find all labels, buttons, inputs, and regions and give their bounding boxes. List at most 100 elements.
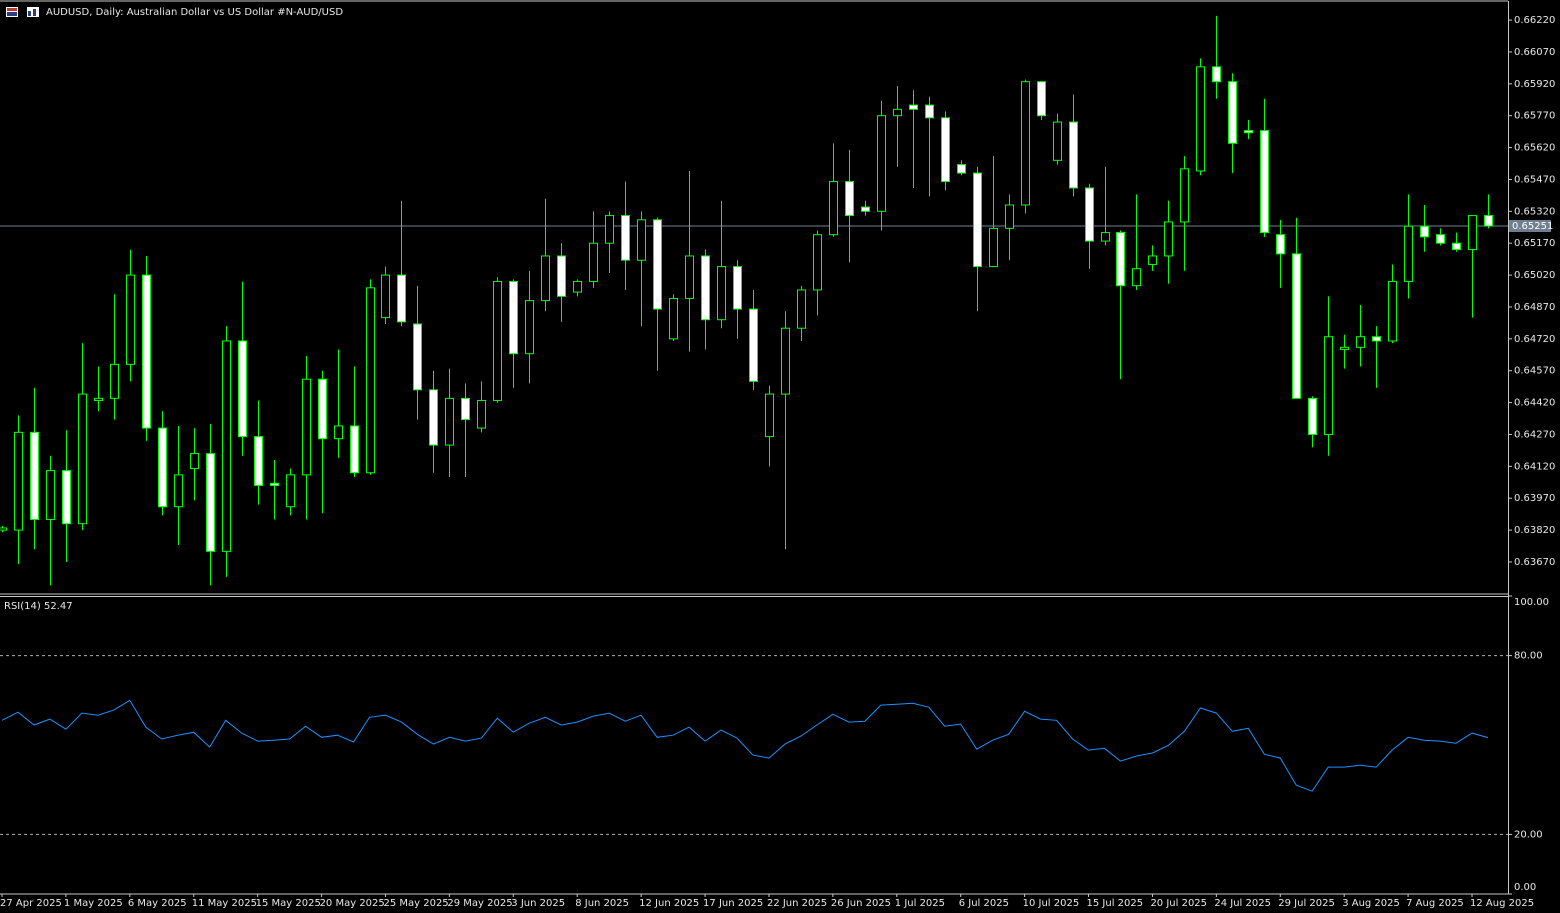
candle-body [1468,215,1477,251]
candle-body [366,287,375,474]
x-tick-label: 20 Jul 2025 [1150,898,1207,909]
frame [0,0,1509,895]
candle-body [1260,130,1269,234]
candle-body [413,323,422,391]
x-tick-label: 1 Jul 2025 [895,898,945,909]
x-tick-label: 12 Aug 2025 [1470,898,1534,909]
candle-body [1005,204,1014,229]
y-tick-label: 100.00 [1514,597,1549,608]
icon [28,11,31,16]
candle-body [1180,168,1189,223]
candle-body [781,327,790,395]
candle-body [829,181,838,236]
candle-body [1340,346,1349,350]
candle-body [142,274,151,429]
candle-body [0,527,7,531]
y-tick-label: 0.66220 [1514,15,1555,26]
candle-body [1116,232,1125,287]
x-tick-label: 8 Jun 2025 [575,898,629,909]
candle-body [509,280,518,355]
candle-body [653,219,662,310]
candle-body [1212,66,1221,83]
y-tick-label: 0.65620 [1514,143,1555,154]
candle-body [1356,336,1365,348]
candle-body [557,255,566,297]
candle-body [845,181,854,217]
candle-body [717,266,726,321]
candle-body [1069,121,1078,189]
candle-body [1436,234,1445,244]
candle-body [286,474,295,508]
candle-body [1372,336,1381,342]
candle-body [893,108,902,117]
x-tick-label: 29 Jul 2025 [1278,898,1335,909]
candle-body [749,308,758,382]
candle-body [1484,215,1493,227]
candle-body [1101,232,1110,242]
candle-body [397,274,406,323]
candle-body [925,104,934,119]
candle-body [1196,66,1205,172]
x-tick-label: 26 Jun 2025 [831,898,891,909]
candle-body [589,242,598,282]
candle-body [350,425,359,474]
y-tick-label: 0.65020 [1514,270,1555,281]
candle-body [270,482,279,486]
candle-body [909,104,918,110]
candle-body [1228,81,1237,144]
candle-body [206,453,215,552]
x-tick-label: 15 Jul 2025 [1087,898,1144,909]
candle-body [669,297,678,340]
candle-body [1148,255,1157,265]
x-tick-label: 24 Jul 2025 [1214,898,1271,909]
candle-body [1276,234,1285,255]
y-tick-label: 80.00 [1514,651,1543,662]
candle-body [1037,81,1046,117]
candle-body [429,389,438,446]
candle-body [989,227,998,268]
candle-body [14,431,23,531]
candle-body [1388,280,1397,342]
x-tick-label: 12 Jun 2025 [639,898,699,909]
candle-body [110,363,119,399]
y-tick-label: 0.64120 [1514,461,1555,472]
price-label: 0.65251 [1512,221,1553,232]
x-tick-label: 22 Jun 2025 [767,898,827,909]
x-tick-label: 7 Aug 2025 [1406,898,1464,909]
candle-body [381,274,390,319]
x-tick-label: 3 Aug 2025 [1342,898,1400,909]
candle-body [1164,221,1173,257]
candle-body [238,340,247,438]
candle-body [78,393,87,525]
candle-body [302,378,311,476]
candle-body [733,266,742,310]
y-tick-label: 0.66070 [1514,47,1555,58]
y-tick-label: 0.64870 [1514,302,1555,313]
candle-body [493,280,502,401]
candle-body [62,470,71,525]
candle-body [1244,130,1253,134]
x-tick-label: 27 Apr 2025 [0,898,62,909]
candle-body [797,289,806,329]
y-tick-label: 0.00 [1514,882,1536,893]
candle-body [877,115,886,212]
icon [7,12,17,16]
x-tick-label: 6 May 2025 [128,898,187,909]
y-tick-label: 0.65470 [1514,174,1555,185]
candle-body [1292,253,1301,399]
candle-body [334,425,343,440]
y-tick-label: 0.64420 [1514,398,1555,409]
x-tick-label: 10 Jul 2025 [1023,898,1080,909]
y-tick-label: 0.64570 [1514,366,1555,377]
candle-body [541,255,550,302]
y-tick-label: 20.00 [1514,829,1543,840]
x-tick-label: 20 May 2025 [320,898,385,909]
y-tick-label: 0.64270 [1514,429,1555,440]
y-tick-label: 0.65770 [1514,111,1555,122]
y-tick-label: 0.64720 [1514,334,1555,345]
candle-body [1308,397,1317,435]
candle-body [1420,225,1429,238]
price-label-box [1509,219,1551,232]
